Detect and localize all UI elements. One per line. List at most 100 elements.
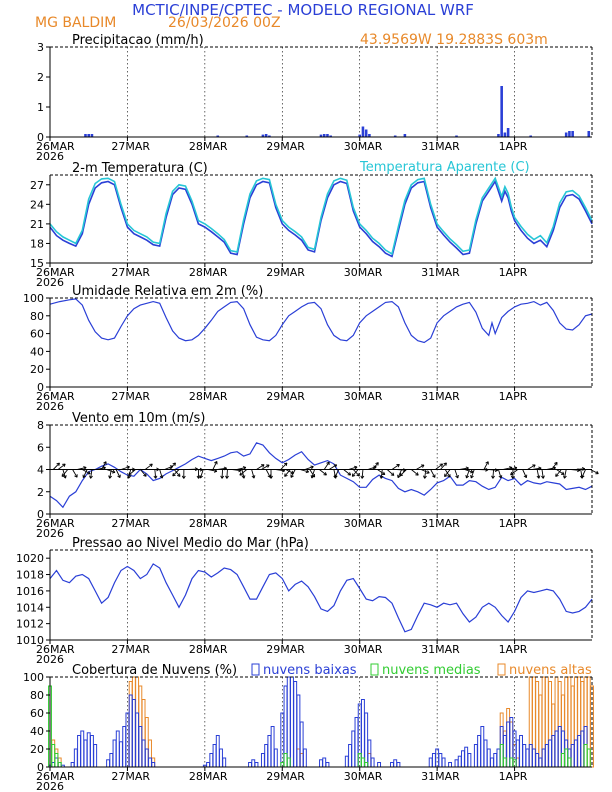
x-tick-label: 1APR	[499, 770, 528, 783]
wind-arrowhead	[284, 473, 288, 477]
panel-title: Cobertura de Nuvens (%)	[72, 663, 237, 678]
precip-bar	[571, 131, 574, 137]
cloud-low-bar	[467, 753, 472, 768]
wind-arrow	[57, 463, 66, 470]
cloud-low-bar	[325, 762, 330, 768]
wind-arrowhead	[390, 472, 395, 476]
wind-arrowhead	[447, 474, 451, 478]
wind-arrow	[251, 469, 255, 479]
panel-precip: 0 1 2 3 26MAR 27MAR 28MAR 29MAR 30MAR 31MAR 1APR 20…	[36, 33, 593, 163]
wind-arrowhead	[225, 475, 229, 479]
panel-pressure: 1010 1012 1014 1016 1018 1020 26MAR 27MAR 28MAR 2…	[16, 536, 593, 666]
cloud-low-bar	[541, 748, 546, 768]
wind-arrowhead	[220, 475, 225, 479]
cloud-low-bar	[302, 748, 307, 768]
y-tick-label: 24	[30, 198, 44, 211]
precip-bar	[368, 134, 371, 137]
wind-arrow	[90, 469, 93, 479]
cloud-mid-bar	[567, 757, 572, 768]
panel-title: Pressao ao Nivel Medio do Mar (hPa)	[72, 536, 309, 551]
cloud-low-bar	[428, 757, 433, 768]
year-label: 2026	[36, 780, 64, 792]
panel-rh: 0 20 40 60 80 100 26MAR 27MAR 28MAR 29MAR 30MAR 31M…	[23, 284, 593, 413]
wind-arrow	[154, 469, 157, 479]
cloud-low-bar	[215, 735, 220, 768]
cloud-mid-bar	[564, 748, 569, 768]
cloud-low-bar	[273, 748, 278, 768]
y-tick-label: 1020	[16, 552, 44, 565]
cloud-low-bar	[438, 753, 443, 768]
cloud-low-bar	[251, 759, 256, 768]
wind-arrowhead	[423, 475, 427, 479]
y-tick-label: 20	[30, 743, 44, 756]
wind-arrowhead	[103, 461, 107, 465]
wind-arrowhead	[61, 473, 66, 477]
wind-arrowhead	[555, 473, 559, 477]
wind-arrowhead	[333, 464, 338, 468]
wind-arrowhead	[62, 475, 67, 479]
legend-swatch	[370, 663, 379, 676]
wind-arrowhead	[117, 474, 121, 478]
wind-arrow	[144, 463, 153, 470]
wind-arrowhead	[87, 470, 91, 475]
cloud-low-bar	[109, 753, 114, 768]
wind-arrowhead	[323, 472, 327, 476]
wind-arrowhead	[432, 474, 436, 478]
x-tick-label: 31MAR	[421, 140, 460, 153]
cloud-low-bar	[390, 762, 394, 768]
wind-arrowhead	[356, 473, 360, 477]
cloud-mid-bar	[583, 744, 588, 768]
precip-bar	[261, 134, 265, 137]
x-tick-label: 26MAR	[36, 770, 75, 783]
y-tick-label: 2	[37, 486, 44, 499]
wind-arrow	[221, 469, 224, 479]
cloud-low-bar	[493, 753, 498, 768]
precip-bar	[497, 134, 500, 137]
wind-arrowhead	[56, 462, 60, 467]
cloud-low-bar	[396, 762, 401, 768]
x-tick-label: 30MAR	[344, 390, 383, 403]
legend-swatch	[251, 663, 260, 676]
precip-bar	[403, 134, 407, 137]
wind-arrow	[72, 469, 78, 478]
wind-arrowhead	[444, 473, 448, 478]
x-tick-label: 27MAR	[111, 770, 150, 783]
panel-clouds: 0 20 40 60 80 100 26MAR 27MAR 28MAR 29MAR 30MAR 31M…	[23, 663, 594, 792]
wind-arrow	[386, 469, 395, 476]
wind-arrowhead	[560, 471, 565, 475]
wind-arrow	[351, 469, 359, 477]
x-tick-label: 27MAR	[111, 390, 150, 403]
cloud-low-bar	[551, 735, 556, 768]
cloud-low-bar	[319, 759, 323, 768]
wind-arrow	[522, 469, 527, 478]
wind-arrow	[563, 469, 567, 479]
y-tick-label: 40	[30, 725, 44, 738]
y-tick-label: 21	[30, 218, 44, 231]
cloud-low-bar	[322, 757, 327, 768]
cloud-low-bar	[106, 759, 111, 768]
x-tick-label: 30MAR	[344, 517, 383, 530]
wind-arrow	[343, 469, 351, 476]
x-tick-label: 30MAR	[344, 140, 383, 153]
y-tick-label: 8	[37, 419, 44, 432]
wind-arrowhead	[305, 469, 310, 474]
precip-bar	[90, 134, 94, 137]
cloud-low-bar	[477, 735, 482, 768]
x-tick-label: 29MAR	[266, 643, 305, 656]
cloud-low-bar	[535, 753, 540, 768]
y-tick-label: 18	[30, 237, 44, 250]
cloud-mid-bar	[286, 757, 291, 768]
cloud-low-bar	[506, 721, 511, 768]
cloud-low-bar	[554, 730, 559, 768]
wind-arrowhead	[126, 465, 130, 470]
wind-arrow	[109, 469, 112, 479]
precip-bar	[268, 135, 271, 137]
y-tick-label: 0	[37, 131, 44, 144]
x-tick-label: 31MAR	[421, 266, 460, 279]
wind-arrow	[352, 469, 360, 477]
cloud-low-bar	[264, 744, 269, 768]
series-line-temp-0	[49, 179, 593, 258]
wind-arrow	[172, 469, 180, 477]
wind-arrow	[61, 469, 69, 477]
